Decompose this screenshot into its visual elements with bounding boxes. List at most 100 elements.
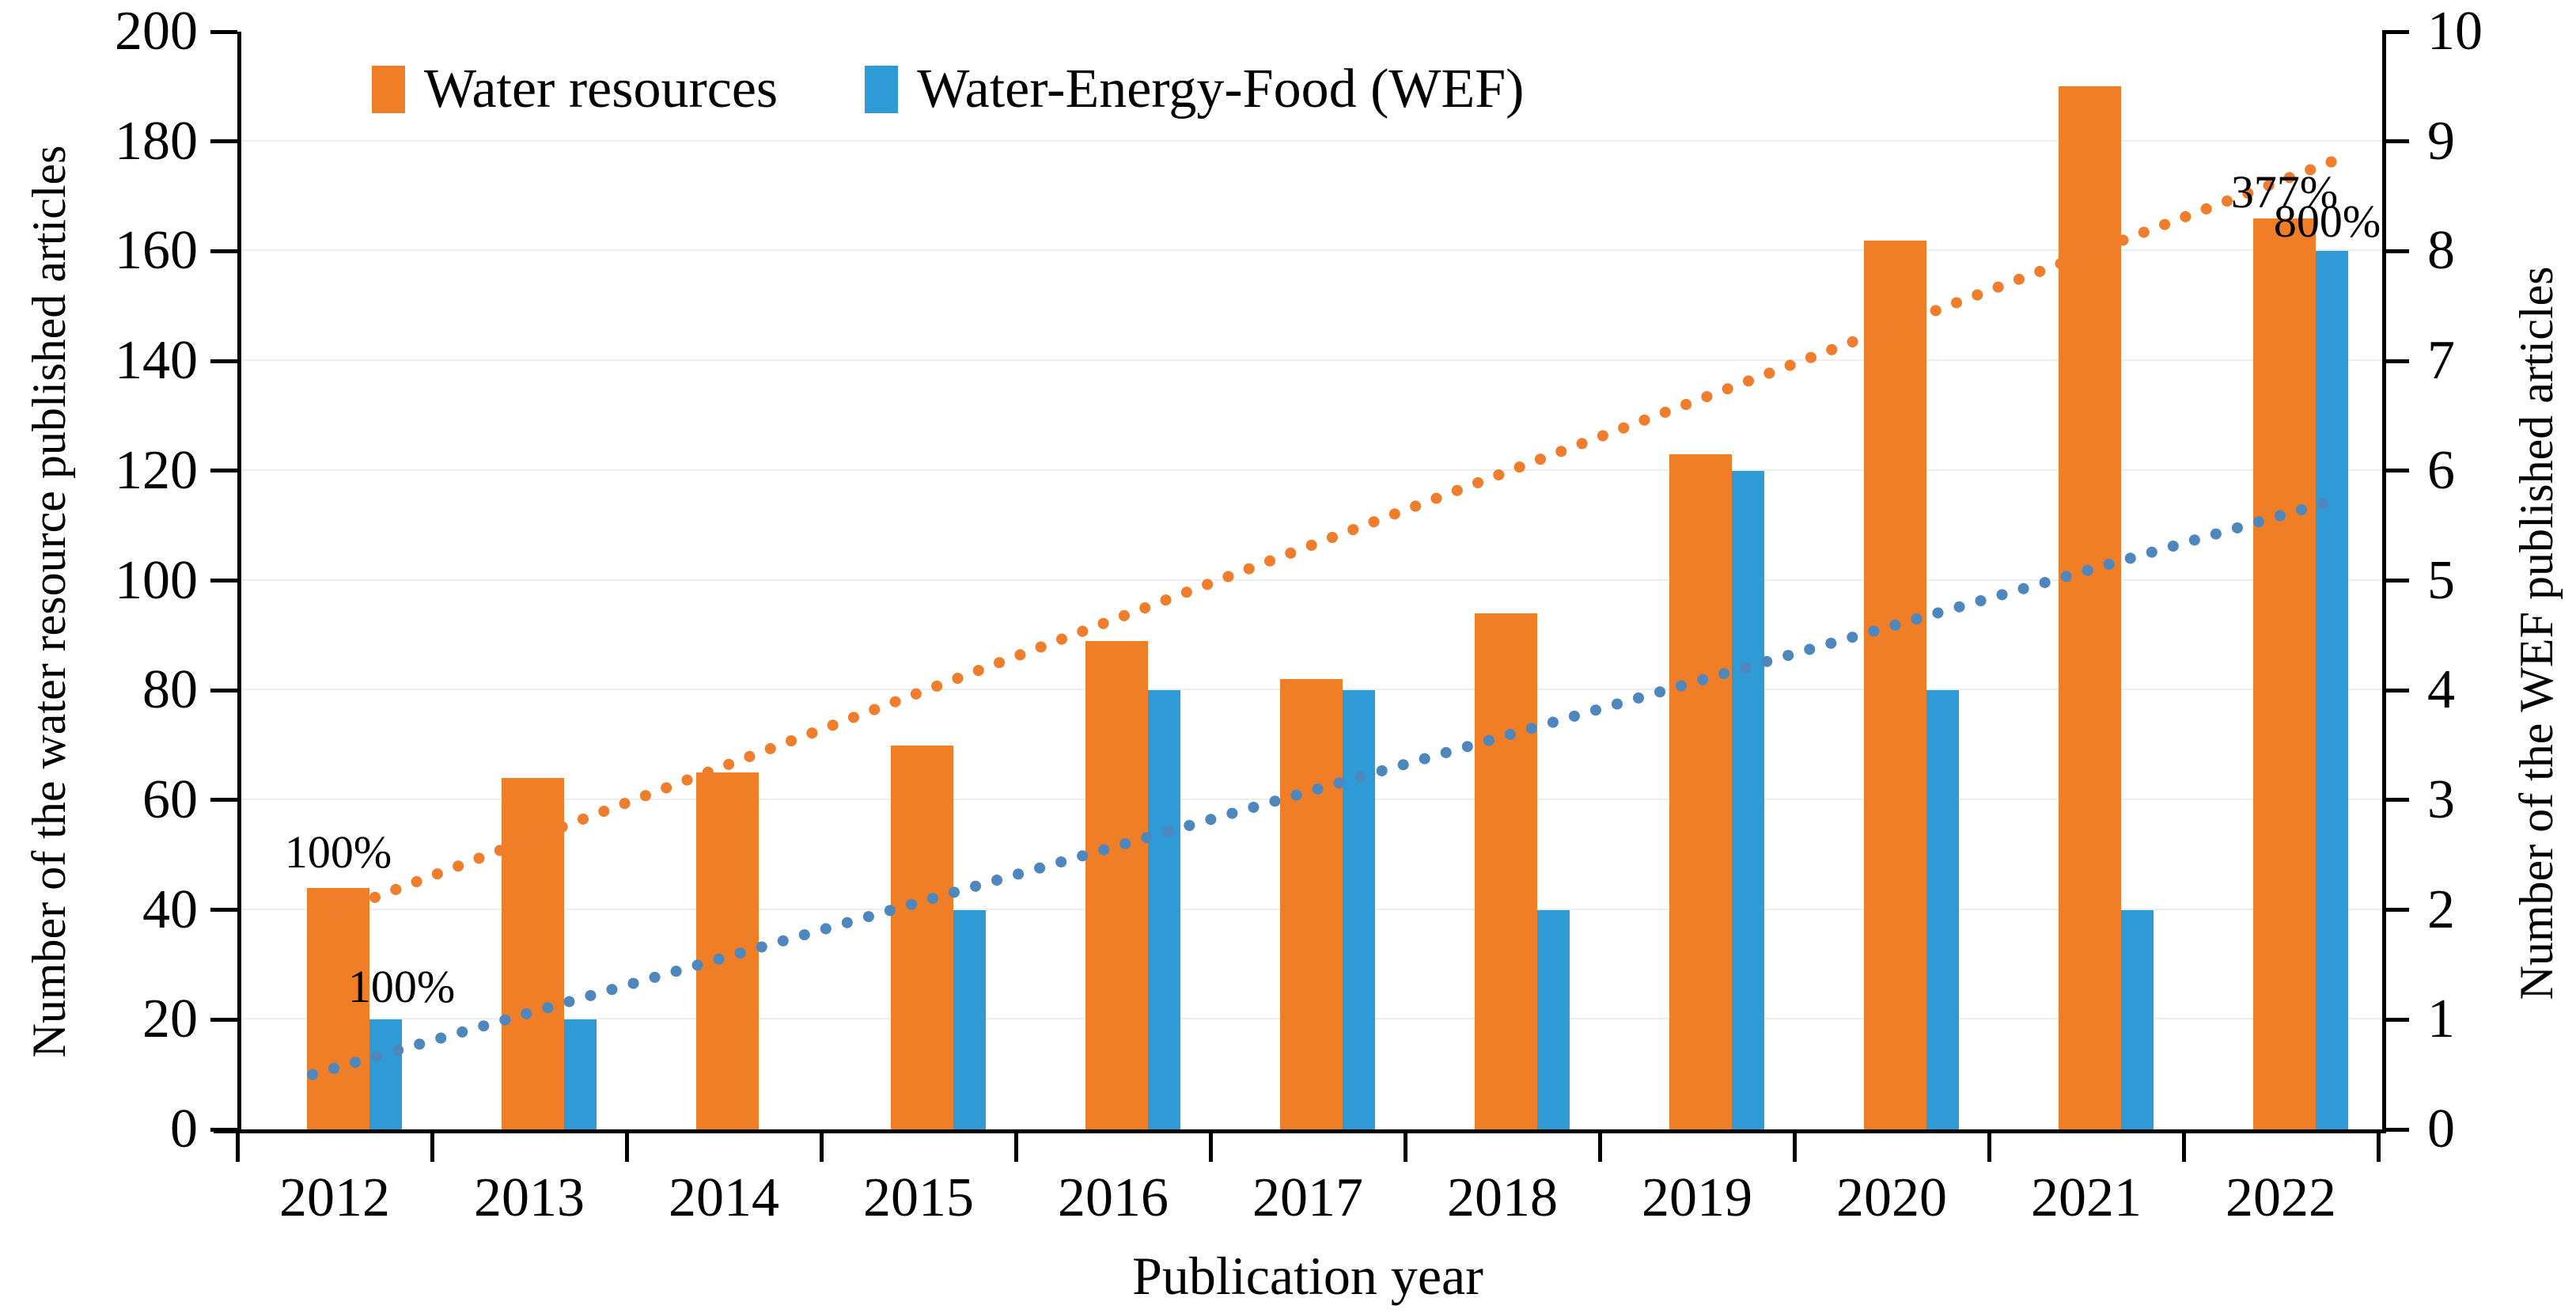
annotation-377pct-2022: 377% (2230, 165, 2339, 218)
x-axis-year-label: 2020 (1836, 1167, 1947, 1228)
left-axis-tick (210, 798, 237, 803)
wef-swatch-icon (865, 66, 899, 113)
water-resources-swatch-icon (372, 66, 405, 113)
x-axis-tick (1013, 1133, 1018, 1162)
right-axis-tick-label: 10 (2427, 1, 2483, 62)
right-axis-tick (2382, 469, 2409, 473)
right-axis-tick (2382, 139, 2409, 144)
bar-water-resources-2014 (696, 772, 759, 1129)
right-axis-tick (2382, 579, 2409, 583)
right-axis-tick-label: 0 (2427, 1099, 2455, 1159)
bar-water-resources-2017 (1280, 679, 1343, 1129)
bar-water-resources-2012 (307, 887, 369, 1129)
right-axis-tick (2382, 688, 2409, 693)
x-axis-tick (1208, 1133, 1213, 1162)
bar-water-resources-2016 (1085, 640, 1148, 1129)
left-axis-tick (210, 359, 237, 363)
left-axis-tick-label: 160 (115, 220, 198, 282)
bar-wef-2022 (2316, 251, 2348, 1129)
x-axis-year-label: 2021 (2031, 1167, 2142, 1228)
left-axis-tick (210, 139, 237, 144)
legend-item-water-resources: Water resources (372, 62, 778, 117)
trendlines-layer (307, 152, 2347, 1080)
plot-area: 100% 100% 377% 800% (237, 32, 2386, 1133)
right-axis-tick-label: 3 (2427, 768, 2455, 830)
left-axis-tick-label: 80 (142, 659, 198, 721)
wef-trend (307, 492, 2347, 1080)
left-axis-tick (210, 1017, 237, 1022)
x-axis-tick (624, 1133, 629, 1162)
left-axis-tick-label: 40 (142, 878, 198, 940)
bar-wef-2012 (369, 1019, 402, 1129)
right-axis-tick-label: 9 (2427, 110, 2455, 172)
right-axis-tick (2382, 29, 2409, 34)
bar-wef-2019 (1732, 470, 1764, 1129)
left-axis-tick-label: 100 (115, 549, 198, 611)
gridline (241, 139, 2382, 142)
right-axis-tick (2382, 798, 2409, 803)
left-axis-tick-label: 180 (115, 110, 198, 172)
left-axis-tick (210, 579, 237, 583)
x-axis-stub (214, 1129, 237, 1133)
x-axis-tick (1987, 1133, 1991, 1162)
right-axis-tick (2382, 1127, 2409, 1132)
x-axis-year-label: 2016 (1058, 1167, 1169, 1228)
left-axis-tick (210, 29, 237, 34)
bar-wef-2020 (1926, 690, 1959, 1129)
left-axis-tick-label: 60 (142, 768, 198, 830)
bar-wef-2016 (1148, 690, 1180, 1129)
x-axis-tick (1403, 1133, 1407, 1162)
x-axis-tick (235, 1133, 240, 1162)
left-axis-tick-label: 120 (115, 439, 198, 501)
annotation-800pct-2022: 800% (2273, 195, 2381, 248)
gridline (241, 249, 2382, 252)
bar-wef-2015 (953, 909, 986, 1129)
x-axis-year-label: 2013 (474, 1167, 585, 1228)
x-axis-tick (2376, 1133, 2381, 1162)
bar-water-resources-2020 (1864, 240, 1926, 1129)
x-axis-year-label: 2019 (1642, 1167, 1752, 1228)
bar-water-resources-2022 (2253, 218, 2316, 1129)
legend-item-wef: Water-Energy-Food (WEF) (865, 62, 1524, 117)
right-axis-title: Number of the WEF published articles (2510, 266, 2563, 1000)
right-axis-tick (2382, 249, 2409, 253)
legend-label: Water resources (424, 59, 778, 120)
right-axis-tick-label: 6 (2427, 439, 2455, 501)
left-axis-tick-label: 20 (142, 989, 198, 1050)
bar-wef-2013 (564, 1019, 597, 1129)
left-axis-tick-label: 140 (115, 330, 198, 392)
x-axis-title: Publication year (1132, 1246, 1483, 1306)
x-axis-tick (430, 1133, 434, 1162)
x-axis-year-label: 2012 (279, 1167, 390, 1228)
right-axis-tick-label: 5 (2427, 549, 2455, 611)
left-axis-tick-label: 0 (170, 1099, 198, 1159)
x-axis-year-label: 2014 (669, 1167, 779, 1228)
x-axis-tick (819, 1133, 824, 1162)
right-axis-tick (2382, 359, 2409, 363)
bar-wef-2017 (1343, 690, 1375, 1129)
x-axis-tick (2181, 1133, 2186, 1162)
gridline (241, 469, 2382, 471)
right-axis-tick-label: 4 (2427, 659, 2455, 721)
left-axis-tick (210, 249, 237, 253)
x-axis-year-label: 2017 (1252, 1167, 1363, 1228)
right-axis-tick-label: 1 (2427, 989, 2455, 1050)
bar-water-resources-2015 (891, 745, 953, 1129)
right-axis-tick-label: 2 (2427, 878, 2455, 940)
left-axis-tick (210, 688, 237, 693)
left-axis-tick (210, 469, 237, 473)
water-resources-trend (307, 152, 2347, 927)
bar-water-resources-2019 (1669, 454, 1732, 1129)
x-axis-tick (1597, 1133, 1602, 1162)
gridline (241, 579, 2382, 581)
x-axis-tick (1792, 1133, 1797, 1162)
left-axis-tick-label: 200 (115, 1, 198, 62)
legend: Water resources Water-Energy-Food (WEF) (372, 62, 1524, 117)
x-axis-year-label: 2015 (863, 1167, 974, 1228)
right-axis-tick (2382, 1017, 2409, 1022)
bar-wef-2021 (2121, 909, 2154, 1129)
legend-label: Water-Energy-Food (WEF) (917, 59, 1525, 120)
bar-wef-2018 (1537, 909, 1570, 1129)
x-axis-year-label: 2018 (1447, 1167, 1558, 1228)
